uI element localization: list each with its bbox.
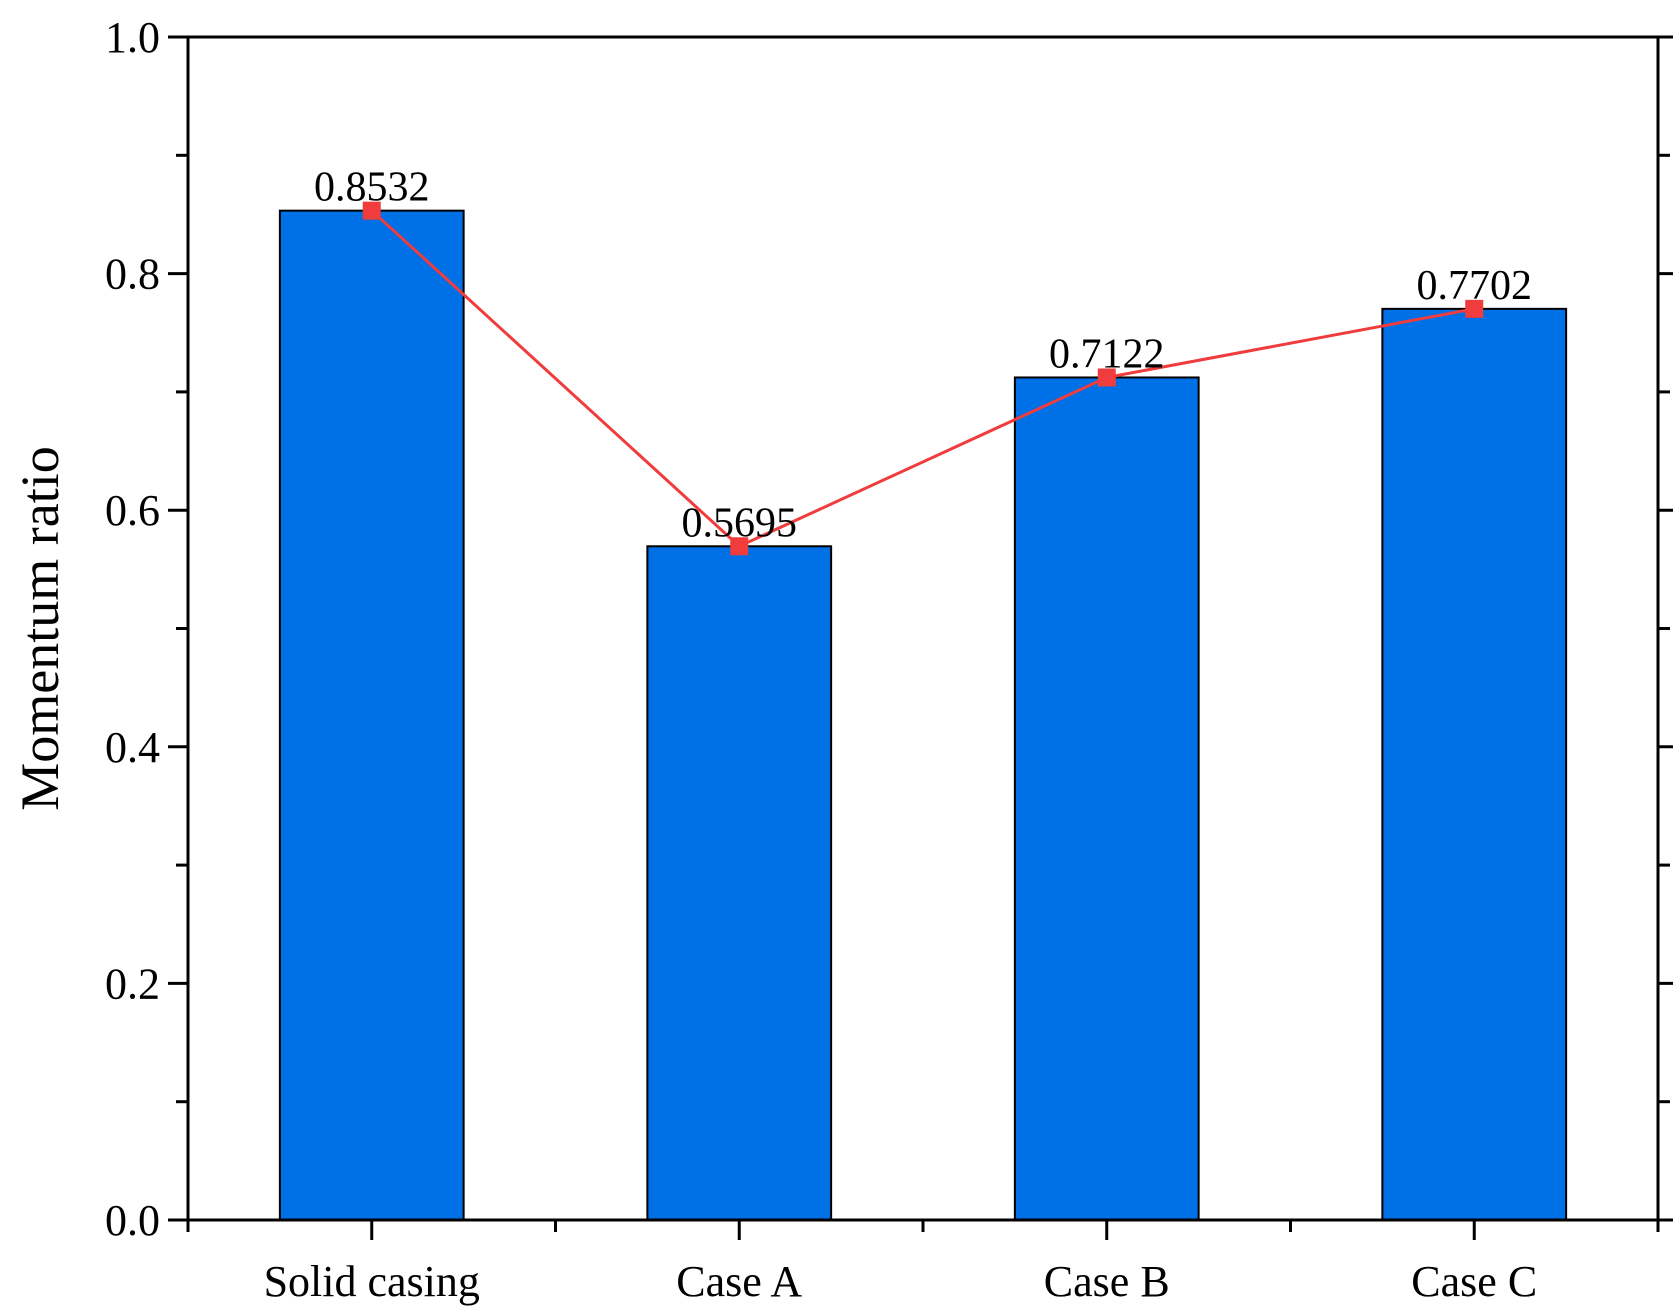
line-point (1465, 299, 1484, 318)
y-axis-title: Momentum ratio (10, 446, 70, 810)
y-tick-label: 0.6 (105, 486, 160, 535)
y-axis: 0.0 0.2 0.4 0.6 0.8 1.0 (105, 13, 1673, 1245)
line-point (730, 537, 749, 556)
bar-case-a (646, 545, 833, 1221)
x-axis: Solid casing Case A Case B Case C (186, 1220, 1660, 1306)
bars-layer (278, 209, 1568, 1221)
line-series-layer (362, 201, 1484, 556)
y-tick-label: 1.0 (105, 13, 160, 62)
bar-case-b (1013, 376, 1200, 1221)
data-label: 0.8532 (314, 165, 430, 211)
line-point (362, 201, 381, 220)
data-label: 0.7702 (1417, 263, 1533, 309)
data-label: 0.5695 (682, 500, 798, 546)
y-tick-label: 0.8 (105, 250, 160, 299)
line-point (1097, 368, 1116, 387)
x-tick-label: Case A (676, 1257, 802, 1306)
y-tick-label: 0.0 (105, 1196, 160, 1245)
x-tick-label: Case C (1411, 1257, 1537, 1306)
x-tick-label: Solid casing (264, 1257, 480, 1306)
y-tick-label: 0.4 (105, 723, 160, 772)
x-tick-label: Case B (1044, 1257, 1170, 1306)
series-line (370, 209, 1475, 549)
y-tick-label: 0.2 (105, 959, 160, 1008)
bar-solid-casing (278, 209, 465, 1221)
bar-case-c (1381, 307, 1568, 1221)
data-labels-layer: 0.8532 0.5695 0.7122 0.7702 (314, 165, 1532, 547)
data-label: 0.7122 (1049, 331, 1165, 377)
